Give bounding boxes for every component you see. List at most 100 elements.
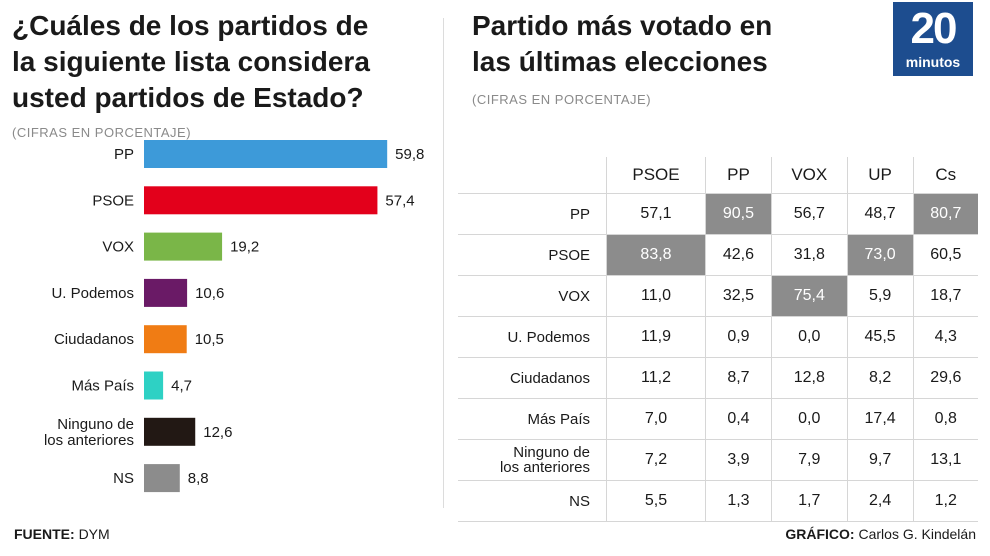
bar-value-label: 59,8 (395, 146, 424, 163)
right-title-line: las últimas elecciones (472, 46, 768, 77)
table-cell: 4,3 (913, 316, 978, 358)
table-row: Más País 7,0 0,4 0,0 17,4 0,8 (458, 398, 978, 440)
column-header-cs: Cs (913, 157, 978, 194)
table-cell: 32,5 (705, 275, 772, 317)
bar-value-label: 12,6 (203, 424, 232, 441)
bar-category-label: NS (113, 470, 134, 487)
table-cell: 31,8 (771, 234, 848, 276)
left-chart-subtitle: (CIFRAS EN PORCENTAJE) (12, 125, 192, 140)
bar-category-label-line: Ninguno de (57, 416, 134, 433)
column-header-up: UP (847, 157, 914, 194)
table-cell: 11,2 (606, 357, 706, 399)
bar-value-label: 10,6 (195, 285, 224, 302)
row-label: PSOE (458, 234, 607, 276)
table-cell: 12,8 (771, 357, 848, 399)
bar-ns (144, 464, 180, 493)
table-cell: 57,1 (606, 193, 706, 235)
bar-value-label: 19,2 (230, 239, 259, 256)
row-label: NS (458, 480, 607, 522)
bar-category-label: PSOE (92, 192, 134, 209)
bar-category-label: PP (114, 146, 134, 163)
table-cell: 0,0 (771, 316, 848, 358)
panel-divider (443, 18, 444, 508)
source-label: FUENTE: (14, 526, 75, 542)
table-cell: 1,2 (913, 480, 978, 522)
table-row: PSOE 83,8 42,6 31,8 73,0 60,5 (458, 234, 978, 276)
row-label-line: PP (569, 205, 590, 223)
publisher-logo: 20 minutos (893, 2, 973, 76)
bar-value-label: 4,7 (171, 378, 192, 395)
table-cell: 45,5 (847, 316, 914, 358)
right-title-line: Partido más votado en (472, 10, 773, 41)
highlighted-cell: 75,4 (771, 275, 848, 317)
row-label-line: VOX (558, 287, 590, 305)
table-cell: 7,9 (771, 439, 848, 481)
bar-psoe (144, 186, 378, 215)
table-cell: 18,7 (913, 275, 978, 317)
row-label-line: PSOE (548, 246, 590, 264)
bar-category-label: Ciudadanos (54, 331, 134, 348)
bar-category-label: VOX (102, 239, 134, 256)
table-cell: 29,6 (913, 357, 978, 399)
bar-category-label-line: U. Podemos (51, 285, 134, 302)
bar-value-label: 8,8 (188, 470, 209, 487)
bar-category-label-line: PSOE (92, 192, 134, 209)
bar-value-label: 10,5 (195, 331, 224, 348)
bar-category-label: Más País (71, 378, 134, 395)
table-row: NS 5,5 1,3 1,7 2,4 1,2 (458, 480, 978, 522)
left-title-line: la siguiente lista considera (12, 46, 370, 77)
table-cell: 48,7 (847, 193, 914, 235)
table-cell: 2,4 (847, 480, 914, 522)
row-label: Ciudadanos (458, 357, 607, 399)
bar-value-label: 57,4 (385, 192, 414, 209)
table-cell: 8,2 (847, 357, 914, 399)
party-of-state-bar-chart: PP 59,8 PSOE 57,4 VOX 19,2 U. Podemos 10,6 Ciuda… (44, 140, 424, 493)
credit-value: Carlos G. Kindelán (858, 526, 976, 542)
bar-ninguno-de-los-anteriores (144, 417, 196, 446)
table-cell: 60,5 (913, 234, 978, 276)
row-label: Más País (458, 398, 607, 440)
bar-category-label-line: PP (114, 146, 134, 163)
table-cell: 7,2 (606, 439, 706, 481)
highlighted-cell: 90,5 (705, 193, 772, 235)
table-row: Ninguno de los anteriores 7,2 3,9 7,9 9,7 13,1 (458, 439, 978, 481)
table-cell: 3,9 (705, 439, 772, 481)
table-cell: 8,7 (705, 357, 772, 399)
bar-category-label-line: los anteriores (44, 432, 134, 449)
table-cell: 0,9 (705, 316, 772, 358)
highlighted-cell: 83,8 (606, 234, 706, 276)
row-label: PP (458, 193, 607, 235)
credit-label: GRÁFICO: (785, 526, 855, 542)
table-row: U. Podemos 11,9 0,9 0,0 45,5 4,3 (458, 316, 978, 358)
source-value: DYM (78, 526, 110, 542)
table-cell: 17,4 (847, 398, 914, 440)
bar-category-label-line: Más País (71, 378, 134, 395)
vote-crosstab-table: PSOE PP VOX UP Cs PP 57,1 90,5 56,7 48,7 80,7 PSOE… (458, 157, 978, 522)
bar-m-s-pa-s (144, 371, 164, 400)
row-label: VOX (458, 275, 607, 317)
table-cell: 0,4 (705, 398, 772, 440)
table-cell: 0,0 (771, 398, 848, 440)
table-cell: 1,3 (705, 480, 772, 522)
table-cell: 11,9 (606, 316, 706, 358)
table-cell: 9,7 (847, 439, 914, 481)
row-label: Ninguno de los anteriores (458, 439, 607, 481)
bar-u-podemos (144, 278, 188, 307)
table-cell: 1,7 (771, 480, 848, 522)
column-header-vox: VOX (771, 157, 848, 194)
logo-number: 20 (910, 4, 958, 53)
table-cell: 11,0 (606, 275, 706, 317)
row-label-line: Más País (527, 410, 590, 428)
bar-category-label-line: VOX (102, 239, 134, 256)
bar-vox (144, 232, 223, 261)
bar-category-label: Ninguno de los anteriores (44, 416, 134, 449)
table-header-row: PSOE PP VOX UP Cs (458, 157, 978, 194)
left-title-line: ¿Cuáles de los partidos de (12, 10, 369, 41)
row-label-line: Ciudadanos (509, 369, 590, 387)
bar-pp (144, 140, 388, 168)
row-label-line: NS (569, 492, 590, 510)
graphic-credit: GRÁFICO: Carlos G. Kindelán (785, 526, 976, 542)
row-label-line: U. Podemos (507, 328, 590, 346)
table-row: Ciudadanos 11,2 8,7 12,8 8,2 29,6 (458, 357, 978, 399)
source-credit: FUENTE: DYM (14, 526, 110, 542)
